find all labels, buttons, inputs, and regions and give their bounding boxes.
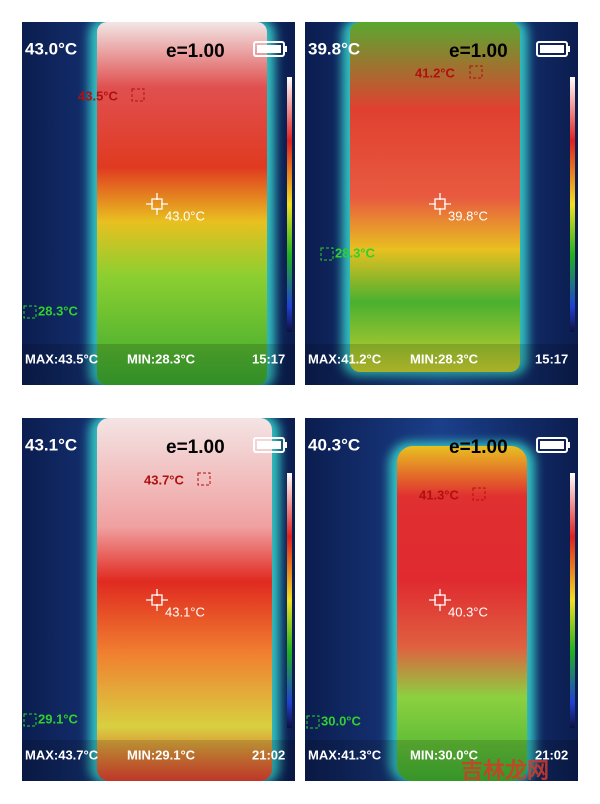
status-bar — [22, 344, 295, 385]
clock: 15:17 — [252, 351, 285, 366]
status-bar — [305, 344, 578, 385]
center-label: 39.8°C — [448, 208, 488, 223]
crosshair — [429, 589, 451, 611]
color-scale — [570, 473, 575, 728]
phone-body — [97, 22, 267, 385]
center-label: 43.1°C — [165, 604, 205, 619]
crosshair — [146, 193, 168, 215]
watermark: 吉林龙网 — [461, 758, 549, 783]
battery-level — [257, 441, 281, 449]
hot-marker — [472, 487, 486, 501]
max-temp: MAX:43.7°C — [25, 747, 99, 762]
thermal-panel: 40.3°C e=1.00 41.3°C 40.3°C 30.0°C MAX:41.3°C… — [305, 418, 578, 781]
cold-marker — [320, 247, 334, 261]
cold-spot-label: 28.3°C — [38, 303, 79, 318]
max-temp: MAX:41.2°C — [308, 351, 382, 366]
hot-spot-label: 43.7°C — [144, 472, 185, 487]
emissivity: e=1.00 — [449, 41, 508, 62]
phone-body — [397, 446, 527, 781]
battery-tip — [567, 442, 570, 448]
max-temp: MAX:41.3°C — [308, 747, 382, 762]
center-label: 40.3°C — [448, 604, 488, 619]
clock: 15:17 — [535, 351, 568, 366]
battery-tip — [567, 46, 570, 52]
cold-spot-label: 28.3°C — [335, 245, 376, 260]
panels: 43.0°C e=1.00 43.5°C 43.0°C 28.3°C MAX:43.5°C… — [22, 22, 578, 781]
thermal-image — [22, 22, 295, 385]
clock: 21:02 — [535, 747, 568, 762]
battery-tip — [284, 46, 287, 52]
thermal-panel: 39.8°C e=1.00 41.2°C 39.8°C 28.3°C MAX:41.2°C… — [305, 22, 578, 385]
center-temp: 43.0°C — [25, 39, 77, 58]
battery-level — [540, 45, 564, 53]
hot-spot-label: 43.5°C — [78, 88, 119, 103]
hot-marker — [131, 88, 145, 102]
min-temp: MIN:30.0°C — [410, 747, 479, 762]
hot-marker — [469, 65, 483, 79]
min-temp: MIN:28.3°C — [410, 351, 479, 366]
hot-spot-label: 41.3°C — [419, 487, 460, 502]
emissivity: e=1.00 — [166, 437, 225, 458]
emissivity: e=1.00 — [166, 41, 225, 62]
cold-spot-label: 29.1°C — [38, 711, 79, 726]
center-temp: 40.3°C — [308, 435, 360, 454]
status-bar — [22, 740, 295, 781]
min-temp: MIN:28.3°C — [127, 351, 196, 366]
max-temp: MAX:43.5°C — [25, 351, 99, 366]
battery-level — [257, 45, 281, 53]
thermal-image — [22, 418, 295, 781]
hot-spot-label: 41.2°C — [415, 65, 456, 80]
crosshair — [429, 193, 451, 215]
cold-marker — [23, 305, 37, 319]
min-temp: MIN:29.1°C — [127, 747, 196, 762]
cold-spot-label: 30.0°C — [321, 713, 362, 728]
status-bar — [305, 740, 578, 781]
hot-marker — [197, 472, 211, 486]
cold-marker — [23, 713, 37, 727]
battery-tip — [284, 442, 287, 448]
crosshair — [146, 589, 168, 611]
center-label: 43.0°C — [165, 208, 205, 223]
emissivity: e=1.00 — [449, 437, 508, 458]
phone-body — [97, 418, 272, 781]
color-scale — [287, 473, 292, 728]
color-scale — [570, 77, 575, 332]
center-temp: 39.8°C — [308, 39, 360, 58]
thermal-image — [305, 418, 578, 781]
clock: 21:02 — [252, 747, 285, 762]
battery-level — [540, 441, 564, 449]
phone-body — [350, 22, 520, 372]
center-temp: 43.1°C — [25, 435, 77, 454]
thermal-panel: 43.1°C e=1.00 43.7°C 43.1°C 29.1°C MAX:43.7°C… — [22, 418, 295, 781]
cold-marker — [306, 715, 320, 729]
color-scale — [287, 77, 292, 332]
thermal-panel: 43.0°C e=1.00 43.5°C 43.0°C 28.3°C MAX:43.5°C… — [22, 22, 295, 385]
